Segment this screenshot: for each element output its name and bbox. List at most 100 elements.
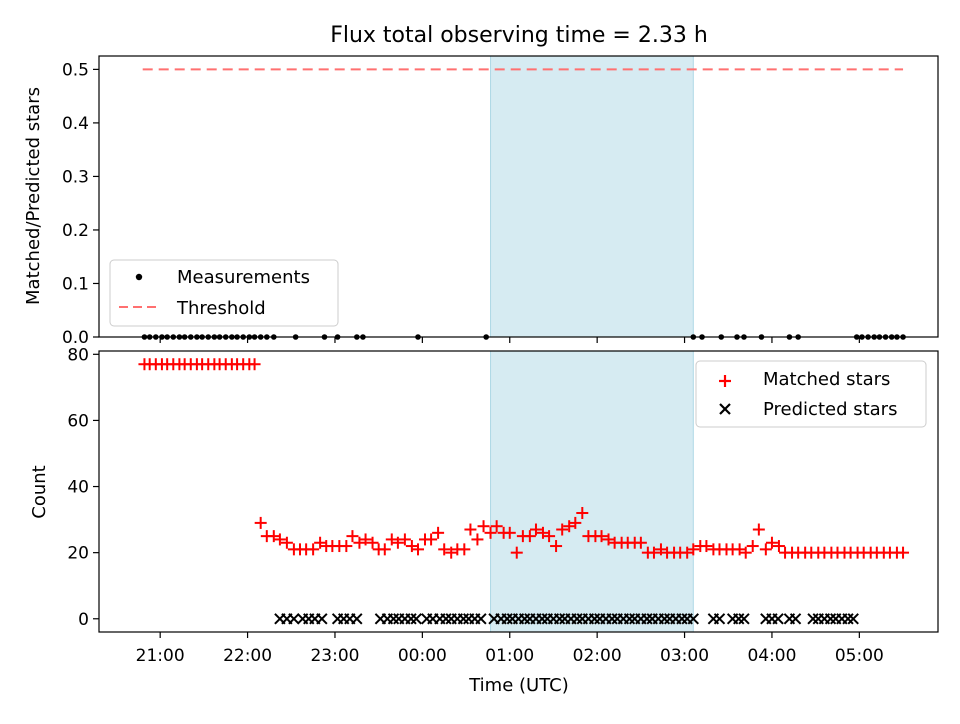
matched-star-marker [254, 516, 267, 529]
matched-star-marker [647, 546, 660, 559]
matched-star-marker [746, 540, 759, 553]
x-tick-label: 21:00 [136, 646, 185, 666]
predicted-star-marker [733, 613, 745, 625]
matched-star-marker [366, 536, 379, 549]
top-axes-frame [98, 55, 939, 338]
matched-star-marker [484, 526, 497, 539]
predicted-star-marker [440, 613, 452, 625]
matched-star-marker [353, 536, 366, 549]
predicted-star-marker [676, 613, 688, 625]
matched-star-marker [543, 530, 556, 543]
bottom-legend: Matched stars Predicted stars [695, 360, 927, 428]
x-tick-label: 00:00 [398, 646, 447, 666]
predicted-star-marker [606, 613, 618, 625]
matched-star-marker [602, 533, 615, 546]
matched-star-marker [248, 358, 261, 371]
predicted-star-marker [687, 613, 699, 625]
predicted-star-marker [772, 613, 784, 625]
matched-star-marker [654, 543, 667, 556]
top-y-axis-label: Matched/Predicted stars [23, 87, 44, 305]
bottom-panel: 0 20 40 60 80 21:00 22:00 23:00 00:00 01:00 02:00… [29, 345, 939, 696]
predicted-star-marker [475, 613, 487, 625]
matched-star-marker [273, 533, 286, 546]
top-legend: Measurements Threshold [109, 259, 339, 327]
matched-star-marker [563, 520, 576, 533]
matched-star-marker [398, 533, 411, 546]
predicted-star-marker [536, 613, 548, 625]
chart-title: Flux total observing time = 2.33 h [330, 23, 708, 48]
x-tick-label: 02:00 [573, 646, 622, 666]
matched-star-marker [503, 526, 516, 539]
top-x-ticks [159, 337, 860, 343]
top-y-tick-label: 0.2 [62, 221, 89, 241]
bottom-observing-interval-shade [490, 350, 694, 633]
top-y-tick-label: 0.3 [62, 167, 89, 187]
matched-stars-points [138, 358, 910, 559]
bottom-y-tick-label: 0 [78, 610, 89, 630]
predicted-star-marker [387, 613, 400, 625]
top-legend-box [109, 259, 339, 327]
matched-star-marker [510, 546, 523, 559]
matched-star-marker [569, 516, 582, 529]
top-panel: 0.0 0.1 0.2 0.3 0.4 0.5 Matched/Predicted sta… [23, 55, 939, 348]
matched-star-marker [471, 533, 484, 546]
predicted-star-marker [351, 613, 363, 625]
matched-star-marker [681, 546, 694, 559]
x-tick-label: 03:00 [660, 646, 709, 666]
predicted-star-marker [288, 613, 300, 625]
matched-star-marker [391, 536, 404, 549]
matched-star-marker [772, 540, 785, 553]
matched-star-marker [759, 543, 772, 556]
matched-star-marker [340, 540, 353, 553]
legend-matched-label: Matched stars [763, 369, 890, 390]
legend-predicted-label: Predicted stars [763, 399, 897, 420]
predicted-star-marker [847, 613, 859, 625]
x-tick-label: 23:00 [310, 646, 359, 666]
predicted-star-marker [658, 613, 671, 625]
matched-star-marker [267, 530, 280, 543]
x-axis-label: Time (UTC) [468, 675, 569, 696]
predicted-stars-points [274, 613, 859, 625]
predicted-star-marker [571, 613, 583, 625]
predicted-star-marker [842, 613, 854, 625]
top-y-tick-label: 0.5 [62, 60, 89, 80]
matched-star-marker [307, 543, 320, 556]
bottom-axes-frame [98, 350, 939, 633]
matched-star-marker [765, 536, 778, 549]
bottom-legend-box [695, 360, 927, 428]
bottom-y-tick-label: 40 [67, 478, 89, 498]
bottom-y-tick-label: 20 [67, 544, 89, 564]
matched-star-marker [477, 520, 490, 533]
matched-star-marker [425, 533, 438, 546]
predicted-star-marker [316, 613, 328, 625]
matched-star-marker [445, 546, 458, 559]
x-tick-label: 05:00 [835, 646, 884, 666]
matched-star-marker [405, 540, 418, 553]
matched-star-marker [411, 543, 424, 556]
predicted-star-marker [623, 613, 636, 625]
matched-star-marker [556, 523, 569, 536]
top-y-ticks: 0.0 0.1 0.2 0.3 0.4 0.5 [62, 60, 99, 348]
matched-star-marker [464, 523, 477, 536]
matched-star-marker [733, 543, 746, 556]
predicted-star-marker [501, 613, 513, 625]
matched-star-marker [897, 546, 910, 559]
predicted-star-marker [807, 613, 819, 625]
matched-star-marker [595, 530, 608, 543]
matched-star-marker [550, 540, 563, 553]
matched-star-marker [438, 543, 451, 556]
predicted-star-marker [641, 613, 653, 625]
predicted-star-marker [713, 613, 726, 625]
top-observing-interval-shade [490, 55, 694, 338]
predicted-star-marker [518, 613, 531, 625]
predicted-star-marker [789, 613, 802, 625]
matched-star-marker [752, 523, 765, 536]
predicted-star-marker [457, 613, 470, 625]
matched-star-marker [739, 546, 752, 559]
top-y-tick-label: 0.0 [62, 328, 89, 348]
predicted-star-marker [588, 613, 601, 625]
predicted-star-marker [738, 613, 750, 625]
legend-threshold-label: Threshold [176, 298, 266, 319]
